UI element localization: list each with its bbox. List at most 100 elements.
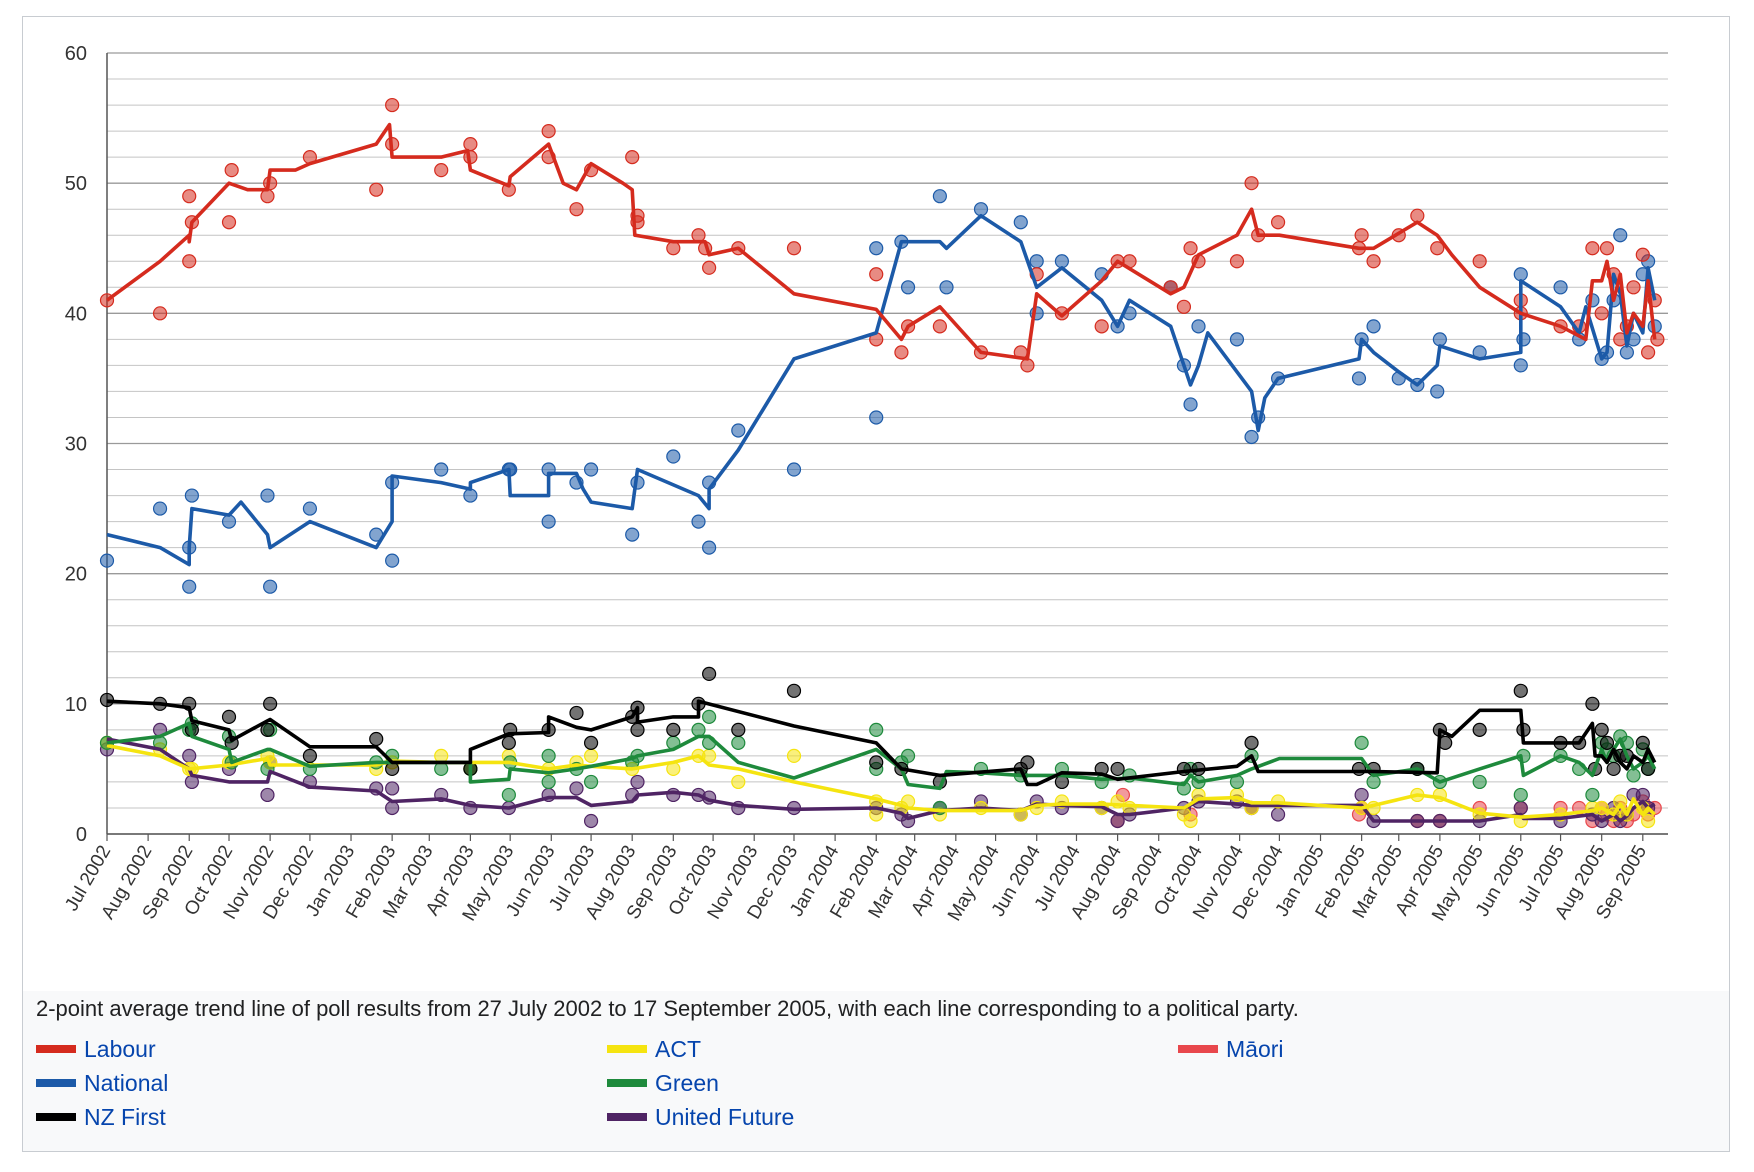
poll-point-national xyxy=(1430,384,1445,399)
poll-point-labour xyxy=(1430,241,1445,256)
poll-point-green xyxy=(900,748,916,764)
poll-point-act xyxy=(1183,813,1198,829)
poll-point-green xyxy=(691,722,706,737)
legend-item-united-future: United Future xyxy=(607,1102,794,1132)
poll-point-national xyxy=(786,462,802,477)
poll-point-united-future xyxy=(1635,787,1650,803)
poll-point-green xyxy=(731,735,746,750)
y-tick-label: 20 xyxy=(65,564,87,586)
legend-swatch-national xyxy=(36,1079,76,1087)
poll-point-labour xyxy=(369,182,384,197)
poll-point-green xyxy=(541,748,556,764)
poll-point-labour xyxy=(1472,254,1487,269)
poll-point-national xyxy=(932,189,947,204)
legend-link-national[interactable]: National xyxy=(84,1069,169,1096)
poll-point-labour xyxy=(786,241,802,256)
poll-point-national xyxy=(691,514,706,529)
poll-point-labour xyxy=(1641,345,1656,360)
poll-point-labour xyxy=(1270,215,1286,230)
poll-point-nz-first xyxy=(666,722,681,737)
poll-point-labour xyxy=(385,97,400,113)
trend-line-labour xyxy=(105,122,1657,361)
poll-point-labour xyxy=(434,163,449,178)
poll-point-national xyxy=(263,579,278,594)
poll-point-united-future xyxy=(260,787,275,803)
poll-point-green xyxy=(1472,774,1487,790)
poll-point-green xyxy=(1513,787,1528,803)
poll-point-united-future xyxy=(1513,800,1528,816)
poll-point-nz-first xyxy=(1594,722,1609,737)
figure-caption: 2-point average trend line of poll resul… xyxy=(36,996,1299,1021)
poll-point-labour xyxy=(1244,176,1259,191)
legend-swatch-united-future xyxy=(607,1113,647,1121)
poll-point-national xyxy=(1613,228,1628,243)
poll-point-nz-first xyxy=(260,722,275,737)
legend-link-labour[interactable]: Labour xyxy=(84,1035,156,1062)
legend-link-act[interactable]: ACT xyxy=(655,1035,701,1062)
poll-point-national xyxy=(385,553,400,568)
legend-link-green[interactable]: Green xyxy=(655,1069,719,1096)
poll-point-labour xyxy=(1094,319,1109,334)
poll-point-green xyxy=(1585,787,1600,803)
poll-point-labour xyxy=(1176,299,1192,314)
poll-point-national xyxy=(1619,345,1634,360)
poll-point-national xyxy=(152,501,168,516)
poll-point-nz-first xyxy=(369,731,384,747)
poll-point-national xyxy=(99,553,115,568)
poll-point-labour xyxy=(224,163,239,178)
poll-point-nz-first xyxy=(1635,735,1650,750)
poll-point-labour xyxy=(1635,247,1650,262)
poll-point-green xyxy=(1354,735,1369,750)
poll-point-national xyxy=(463,488,478,503)
poll-point-act xyxy=(731,774,746,790)
poll-point-labour xyxy=(1054,306,1070,321)
poll-point-united-future xyxy=(1110,813,1125,829)
poll-point-national xyxy=(302,501,318,516)
poll-point-nz-first xyxy=(1020,755,1035,770)
legend-link-maori[interactable]: Māori xyxy=(1226,1035,1284,1062)
poll-point-national xyxy=(625,527,640,542)
poll-point-united-future xyxy=(1354,787,1369,803)
legend-item-nz-first: NZ First xyxy=(36,1102,166,1132)
legend-swatch-labour xyxy=(36,1045,76,1053)
poll-point-nz-first xyxy=(786,683,802,698)
poll-point-nz-first xyxy=(1599,735,1615,750)
poll-point-nz-first xyxy=(1110,761,1125,777)
poll-point-national xyxy=(1229,332,1245,347)
poll-point-green xyxy=(1366,774,1381,790)
poll-point-labour xyxy=(894,345,909,360)
poll-point-nz-first xyxy=(501,735,516,750)
poll-point-labour xyxy=(182,254,197,269)
legend-link-united-future[interactable]: United Future xyxy=(655,1103,795,1130)
legend-link-nz-first[interactable]: NZ First xyxy=(84,1103,166,1130)
poll-point-nz-first xyxy=(1513,683,1528,698)
poll-point-national xyxy=(1029,254,1044,269)
poll-point-nz-first xyxy=(1244,735,1259,750)
poll-point-national xyxy=(973,202,989,217)
y-tick-label: 30 xyxy=(65,434,87,456)
poll-point-act xyxy=(786,748,802,764)
poll-point-national xyxy=(1191,319,1206,334)
poll-point-green xyxy=(702,709,717,724)
legend-item-labour: Labour xyxy=(36,1034,156,1064)
trend-line-national xyxy=(106,213,1657,567)
poll-point-labour xyxy=(1594,306,1609,321)
poll-point-national xyxy=(182,579,197,594)
poll-point-national xyxy=(1432,332,1447,347)
poll-point-national xyxy=(1013,215,1028,230)
poll-point-green xyxy=(541,774,556,790)
poll-point-labour xyxy=(569,202,584,217)
poll-point-national xyxy=(900,280,916,295)
poll-point-national xyxy=(1513,267,1528,282)
poll-point-national xyxy=(1513,358,1528,373)
legend-item-green: Green xyxy=(607,1068,719,1098)
poll-point-labour xyxy=(152,306,168,321)
poll-point-united-future xyxy=(1270,807,1286,822)
poll-point-national xyxy=(1553,280,1568,295)
poll-point-national xyxy=(1183,397,1198,412)
poll-point-national xyxy=(434,462,449,477)
plot-area: 0 10 20 30 40 50 60 Jul 2002 Aug 2002 Sep 2002 Oct… xyxy=(23,17,1729,991)
poll-point-labour xyxy=(625,150,640,165)
poll-point-national xyxy=(731,423,746,438)
poll-point-labour xyxy=(182,189,197,204)
